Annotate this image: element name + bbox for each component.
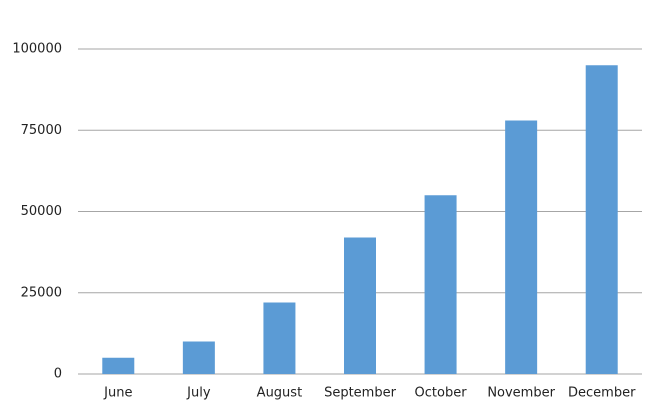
bar xyxy=(102,357,135,374)
x-tick-label: August xyxy=(257,386,303,401)
x-tick-label: October xyxy=(415,386,468,401)
bar xyxy=(424,195,457,374)
x-tick-label: July xyxy=(186,386,211,401)
y-tick-label: 0 xyxy=(54,367,62,382)
y-tick-label: 25000 xyxy=(21,285,62,300)
y-tick-label: 50000 xyxy=(21,204,62,219)
x-tick-label: September xyxy=(324,386,397,401)
x-tick-label: December xyxy=(568,386,636,401)
bar xyxy=(585,65,618,374)
bar xyxy=(344,237,376,374)
bar xyxy=(505,120,538,374)
x-tick-label: June xyxy=(103,386,132,401)
bar xyxy=(182,341,215,374)
y-tick-label: 100000 xyxy=(12,42,62,57)
y-tick-label: 75000 xyxy=(21,123,62,138)
x-tick-label: November xyxy=(487,386,555,401)
bar xyxy=(263,302,296,374)
